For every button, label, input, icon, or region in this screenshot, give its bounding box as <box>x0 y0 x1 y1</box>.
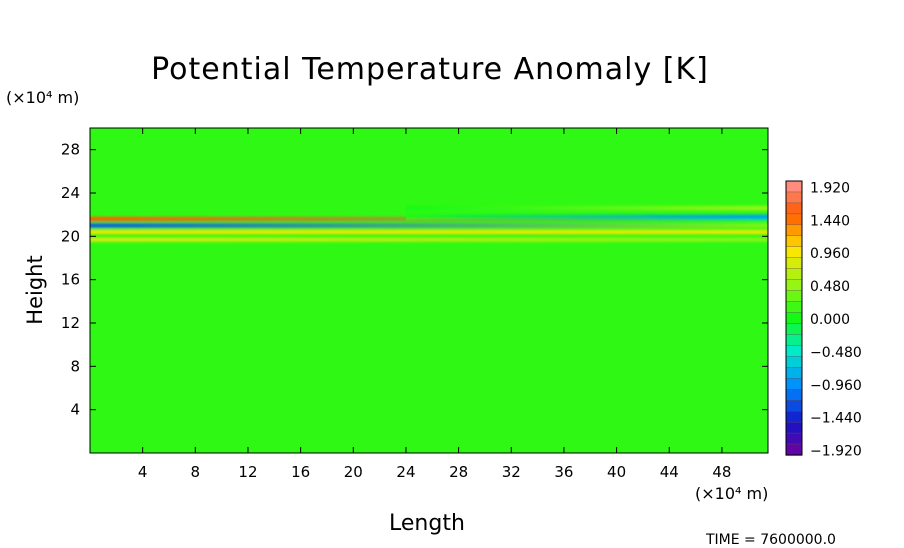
colorbar-segment <box>785 432 803 445</box>
y-tick-label: 16 <box>61 271 80 289</box>
anomaly-band <box>90 229 768 235</box>
colorbar-label: 0.960 <box>810 246 850 262</box>
x-tick-label: 44 <box>660 463 679 481</box>
colorbar-segment <box>785 312 803 325</box>
colorbar-segment <box>785 345 803 358</box>
y-tick-label: 8 <box>70 357 80 375</box>
colorbar-label: −0.480 <box>810 345 862 361</box>
colorbar-segment <box>785 180 803 193</box>
colorbar-segment <box>785 378 803 390</box>
y-tick-label: 28 <box>61 141 80 159</box>
x-tick-label: 40 <box>607 463 626 481</box>
colorbar-segment <box>785 268 803 281</box>
y-tick-label: 20 <box>61 227 80 245</box>
colorbar-segment <box>785 389 803 401</box>
colorbar-segment <box>785 410 803 423</box>
colorbar-segment <box>785 224 803 237</box>
anomaly-band <box>405 205 768 211</box>
colorbar-segment <box>785 202 803 215</box>
x-tick-label: 20 <box>344 463 363 481</box>
colorbar-label: −1.440 <box>810 411 862 427</box>
colorbar-segment <box>785 290 803 303</box>
x-tick-label: 4 <box>138 463 148 481</box>
colorbar-segment <box>785 235 803 248</box>
x-tick-label: 24 <box>396 463 415 481</box>
colorbar-label: 0.480 <box>810 279 850 295</box>
colorbar-segment <box>785 301 803 314</box>
plot-frame <box>89 127 769 454</box>
anomaly-bands <box>90 205 768 242</box>
x-axis-unit: (×10⁴ m) <box>695 484 769 503</box>
colorbar-label: 0.000 <box>810 312 850 328</box>
y-axis-unit: (×10⁴ m) <box>6 88 80 107</box>
y-axis-ticks: 4 8 12 16 20 24 28 <box>61 141 768 419</box>
colorbar-segment <box>785 279 803 292</box>
colorbar-segment <box>785 323 803 336</box>
x-axis-ticks: 4 8 12 16 20 24 28 32 36 40 44 48 <box>138 128 731 481</box>
y-tick-label: 24 <box>61 184 80 202</box>
anomaly-band <box>90 237 768 242</box>
colorbar-segment <box>785 400 803 412</box>
colorbar-label: −0.960 <box>810 378 862 394</box>
colorbar-segment <box>785 191 803 204</box>
colorbar-label: 1.920 <box>810 180 850 196</box>
field-background <box>90 128 768 453</box>
colorbar-label: −1.920 <box>810 444 862 460</box>
anomaly-band <box>90 223 768 228</box>
x-tick-label: 16 <box>291 463 310 481</box>
colorbar-frame <box>785 180 803 456</box>
colorbar-segment <box>785 443 803 456</box>
colorbar-segment <box>785 257 803 270</box>
x-tick-label: 12 <box>238 463 257 481</box>
colorbar: 1.920 1.440 0.960 0.480 0.000 −0.480 −0.960 −1.… <box>785 180 862 460</box>
y-tick-label: 12 <box>61 314 80 332</box>
colorbar-segment <box>785 356 803 369</box>
heatmap-field <box>90 128 768 453</box>
x-tick-label: 48 <box>712 463 731 481</box>
x-tick-label: 32 <box>502 463 521 481</box>
chart-title: Potential Temperature Anomaly [K] <box>151 52 709 87</box>
y-tick-label: 4 <box>70 401 80 419</box>
x-tick-label: 8 <box>191 463 201 481</box>
colorbar-segment <box>785 213 803 226</box>
colorbar-label: 1.440 <box>810 213 850 229</box>
anomaly-band <box>405 214 768 220</box>
colorbar-segment <box>785 246 803 259</box>
colorbar-segment <box>785 367 803 379</box>
colorbar-segment <box>785 334 803 347</box>
colorbar-segment <box>785 421 803 434</box>
x-tick-label: 36 <box>554 463 573 481</box>
x-axis-label: Length <box>389 511 465 536</box>
x-tick-label: 28 <box>449 463 468 481</box>
